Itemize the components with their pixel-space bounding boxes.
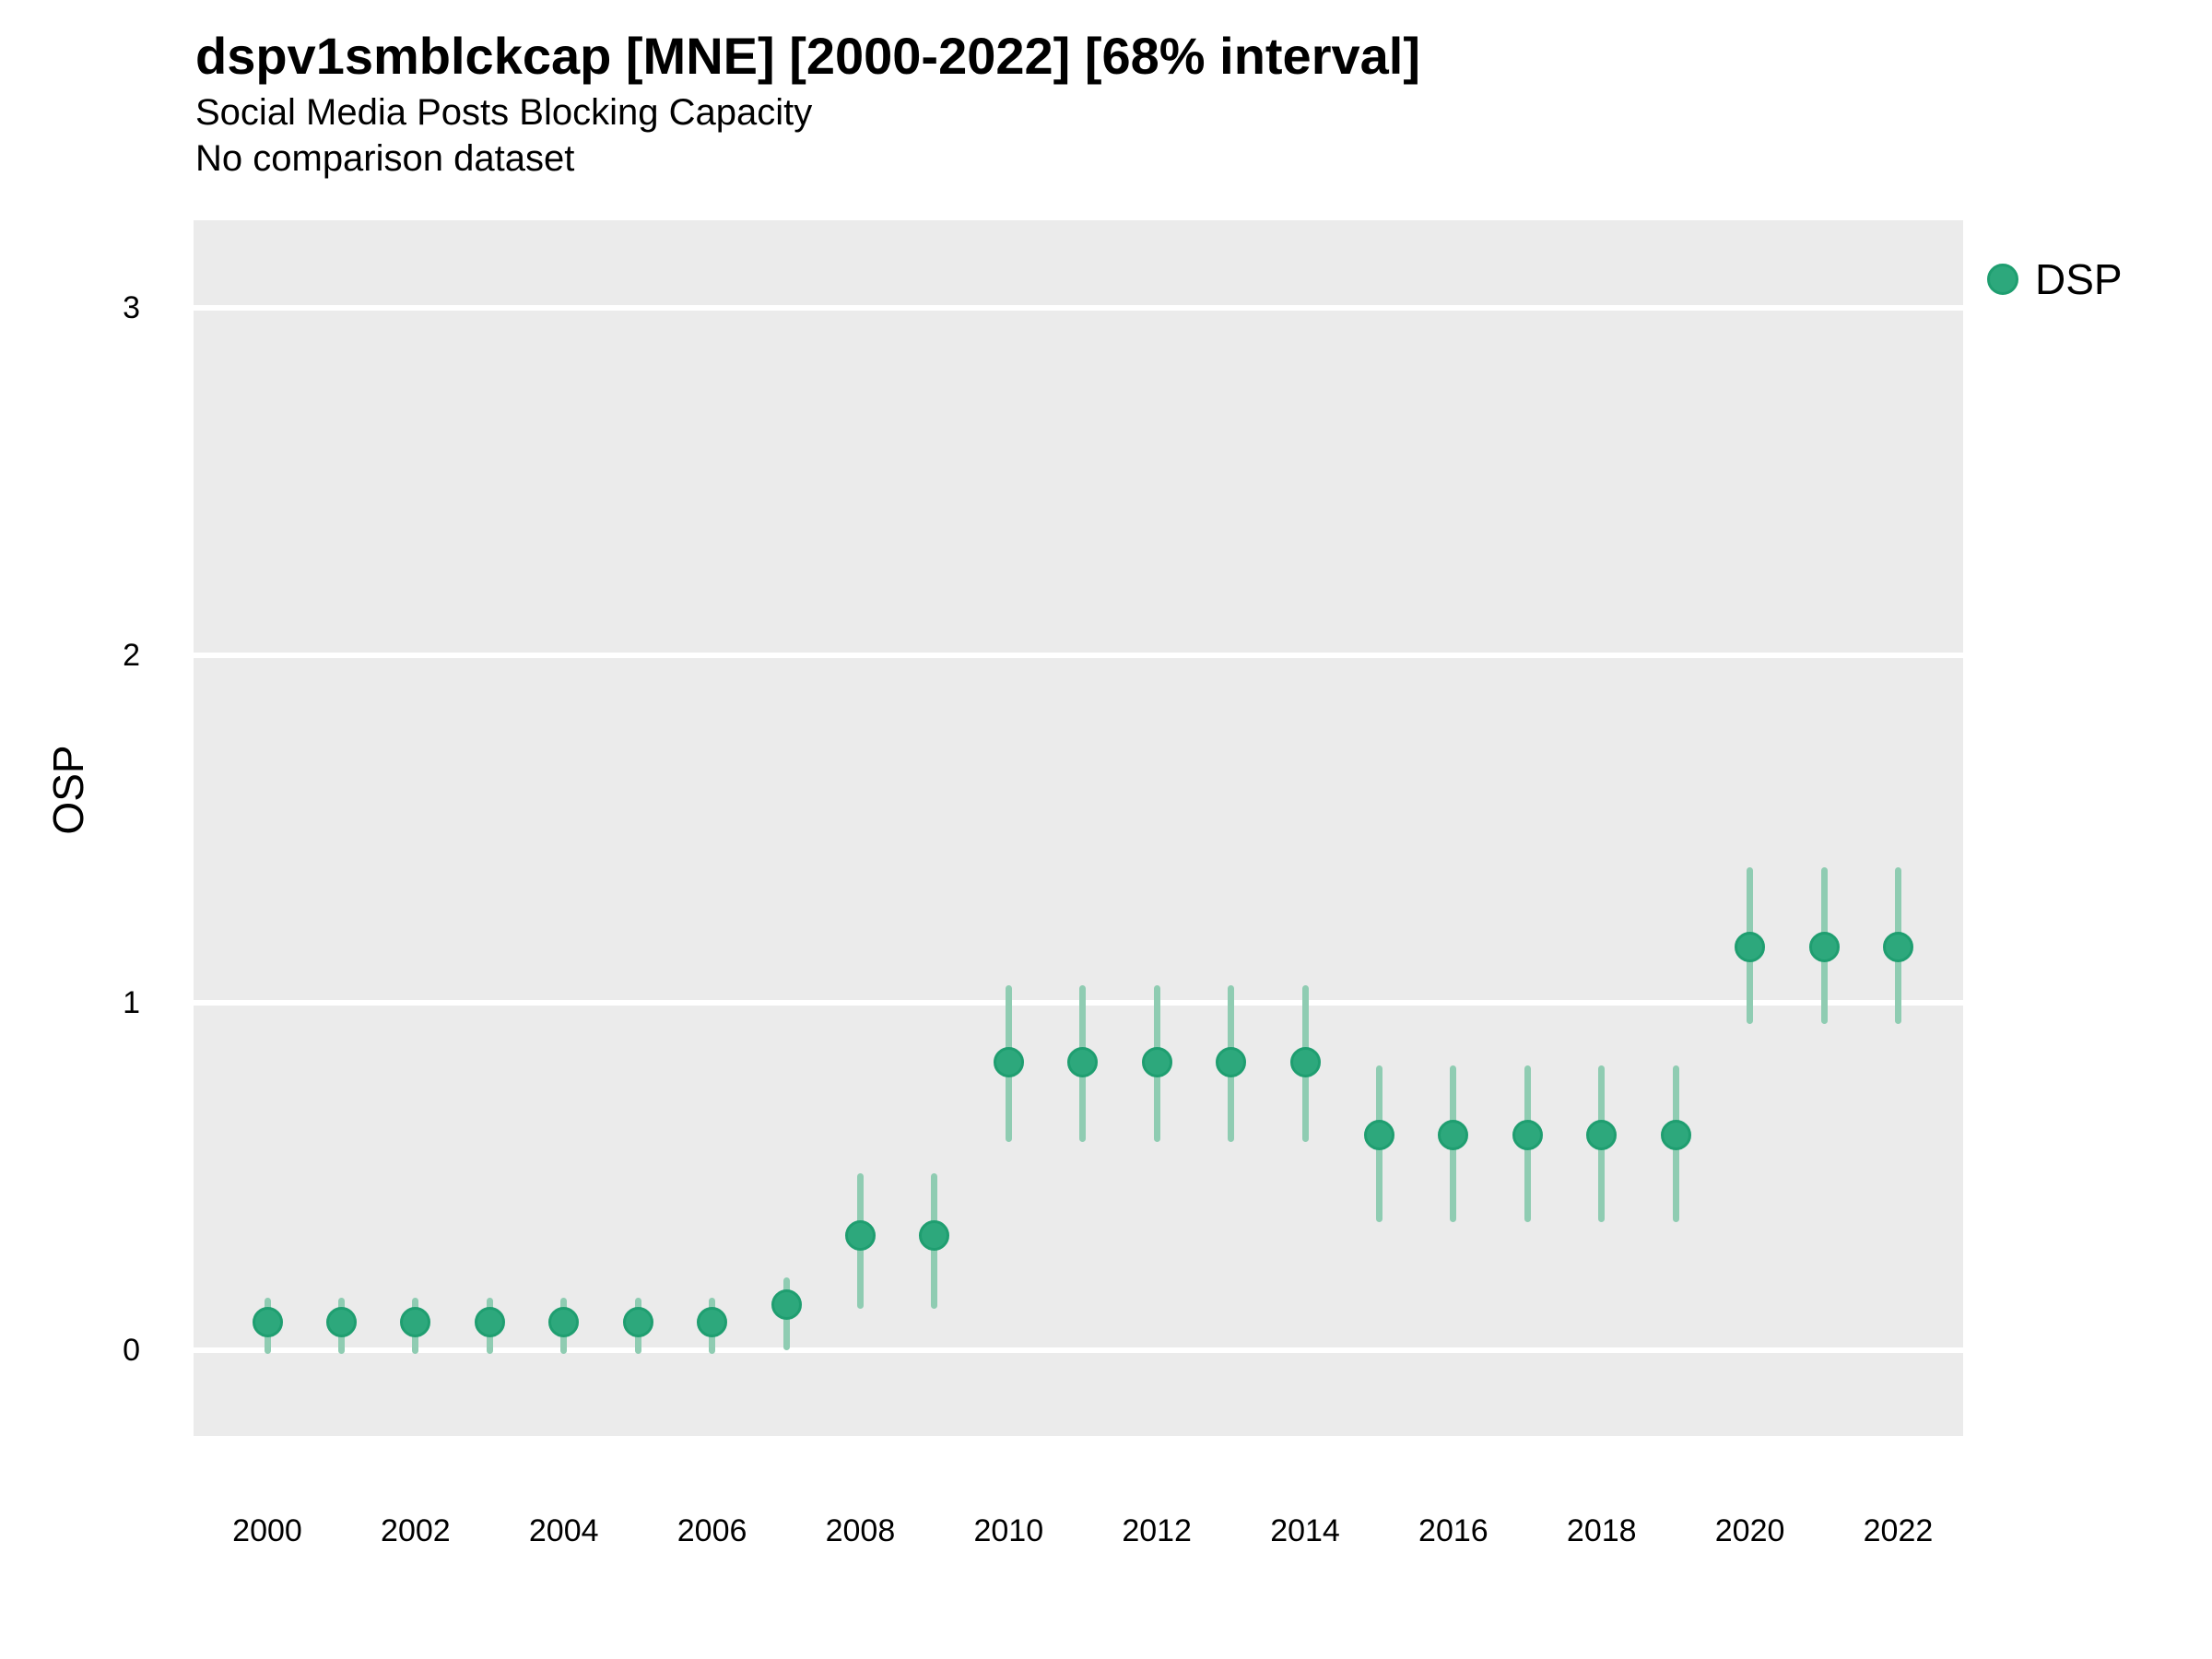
data-point bbox=[474, 1307, 505, 1338]
data-point bbox=[1512, 1119, 1543, 1150]
comparison-note: No comparison dataset bbox=[195, 138, 575, 179]
x-tick-label: 2004 bbox=[528, 1513, 599, 1548]
plot-panel bbox=[194, 220, 1963, 1436]
data-point bbox=[1882, 932, 1913, 963]
x-tick-label: 2012 bbox=[1122, 1513, 1192, 1548]
data-point bbox=[548, 1307, 580, 1338]
y-tick-label: 1 bbox=[123, 985, 140, 1020]
data-point bbox=[1363, 1119, 1394, 1150]
x-tick-label: 2016 bbox=[1418, 1513, 1488, 1548]
legend: DSP bbox=[1987, 254, 2123, 304]
data-point bbox=[993, 1046, 1024, 1077]
data-point bbox=[622, 1307, 653, 1338]
x-tick-label: 2010 bbox=[973, 1513, 1044, 1548]
data-point bbox=[252, 1307, 283, 1338]
chart-subtitle: Social Media Posts Blocking Capacity bbox=[195, 92, 813, 133]
x-tick-label: 2000 bbox=[232, 1513, 302, 1548]
legend-point-icon bbox=[1987, 264, 2018, 295]
gridline-y-1 bbox=[194, 1000, 1963, 1006]
x-tick-label: 2022 bbox=[1863, 1513, 1934, 1548]
y-tick-label: 0 bbox=[123, 1333, 140, 1368]
data-point bbox=[1289, 1046, 1321, 1077]
x-tick-label: 2018 bbox=[1566, 1513, 1637, 1548]
data-point bbox=[400, 1307, 431, 1338]
data-point bbox=[697, 1307, 728, 1338]
data-point bbox=[1067, 1046, 1099, 1077]
data-point bbox=[1735, 932, 1766, 963]
y-axis-title: OSP bbox=[44, 745, 92, 835]
gridline-y-2 bbox=[194, 653, 1963, 658]
data-point bbox=[1586, 1119, 1618, 1150]
data-point bbox=[1438, 1119, 1469, 1150]
data-point bbox=[771, 1289, 802, 1321]
x-tick-label: 2006 bbox=[677, 1513, 747, 1548]
x-tick-label: 2014 bbox=[1270, 1513, 1340, 1548]
x-tick-label: 2008 bbox=[825, 1513, 896, 1548]
y-tick-label: 2 bbox=[123, 638, 140, 673]
data-point bbox=[1141, 1046, 1172, 1077]
gridline-y-3 bbox=[194, 305, 1963, 311]
data-point bbox=[844, 1220, 876, 1252]
data-point bbox=[1808, 932, 1840, 963]
data-point bbox=[325, 1307, 357, 1338]
data-point bbox=[1660, 1119, 1691, 1150]
legend-label: DSP bbox=[2035, 255, 2123, 303]
data-point bbox=[919, 1220, 950, 1252]
y-tick-label: 3 bbox=[123, 290, 140, 325]
x-tick-label: 2002 bbox=[381, 1513, 451, 1548]
gridline-y-0 bbox=[194, 1347, 1963, 1353]
chart-title: dspv1smblckcap [MNE] [2000-2022] [68% in… bbox=[195, 27, 1420, 85]
x-tick-label: 2020 bbox=[1714, 1513, 1785, 1548]
data-point bbox=[1216, 1046, 1247, 1077]
